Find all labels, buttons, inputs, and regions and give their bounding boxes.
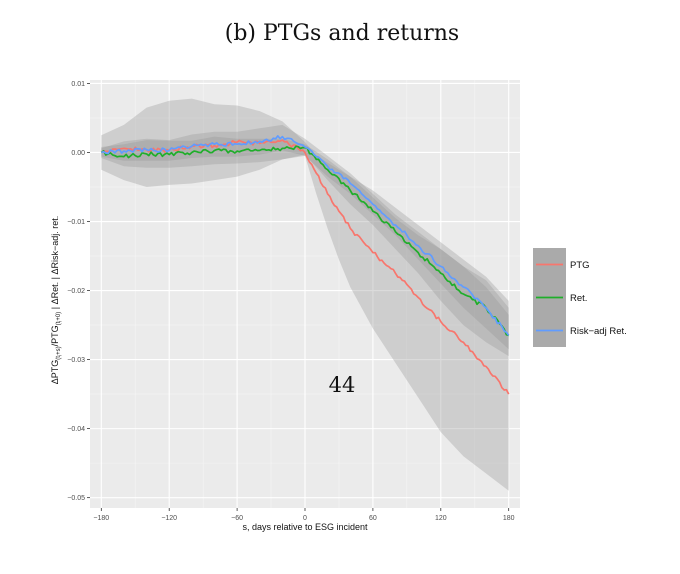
x-axis: −180 −120 −60 0 60 120 180 (93, 508, 515, 522)
y-tick-label: −0.05 (67, 495, 85, 502)
ribbon-series-0 (101, 98, 509, 491)
y-tick-label: −0.02 (67, 288, 85, 295)
series-lines (100, 135, 510, 395)
page-number: 44 (329, 373, 356, 397)
x-tick-label: −120 (161, 515, 177, 522)
y-tick-label: −0.03 (67, 357, 85, 364)
chart-title: (b) PTGs and returns (225, 21, 459, 46)
ylabel-part-a: ΔPTG (50, 360, 60, 385)
y-axis: 0.01 0.00 −0.01 −0.02 −0.03 −0.04 −0.05 (67, 81, 90, 502)
confidence-ribbons (101, 98, 509, 491)
x-tick-label: −180 (93, 515, 109, 522)
x-tick-label: 60 (369, 515, 377, 522)
ylabel-sub-2: i (58, 355, 64, 356)
y-tick-label: −0.01 (67, 219, 85, 226)
ylabel-sub-6: +0) (56, 312, 62, 321)
y-tick-label: −0.04 (67, 426, 85, 433)
y-tick-label: 0.00 (71, 150, 85, 157)
ribbon-series-1 (101, 136, 509, 357)
x-tick-label: 0 (303, 515, 307, 522)
ylabel-sub-1: (t (56, 356, 62, 360)
legend: PTG Ret. Risk−adj Ret. (533, 248, 627, 347)
legend-label: Ret. (570, 293, 587, 304)
ylabel-part-c: | ΔRet. | ΔRisk−adj. ret. (50, 216, 60, 312)
legend-label: Risk−adj Ret. (570, 326, 627, 337)
ylabel-sub-5: i (58, 321, 64, 322)
x-tick-label: 180 (503, 515, 515, 522)
ribbon-series-2 (101, 124, 509, 350)
legend-label: PTG (570, 260, 590, 271)
ylabel-part-b: /PTG (50, 325, 60, 346)
ylabel-sub-3: +s) (56, 346, 62, 355)
x-axis-label: s, days relative to ESG incident (242, 522, 368, 532)
x-tick-label: −60 (231, 515, 243, 522)
line-series-2 (101, 135, 510, 336)
y-tick-label: 0.01 (71, 81, 85, 88)
x-tick-label: 120 (435, 515, 447, 522)
y-axis-label: ΔPTG(ti+s)/PTG(ti+0) | ΔRet. | ΔRisk−adj… (50, 216, 64, 384)
ylabel-sub-4: (t (56, 321, 62, 325)
